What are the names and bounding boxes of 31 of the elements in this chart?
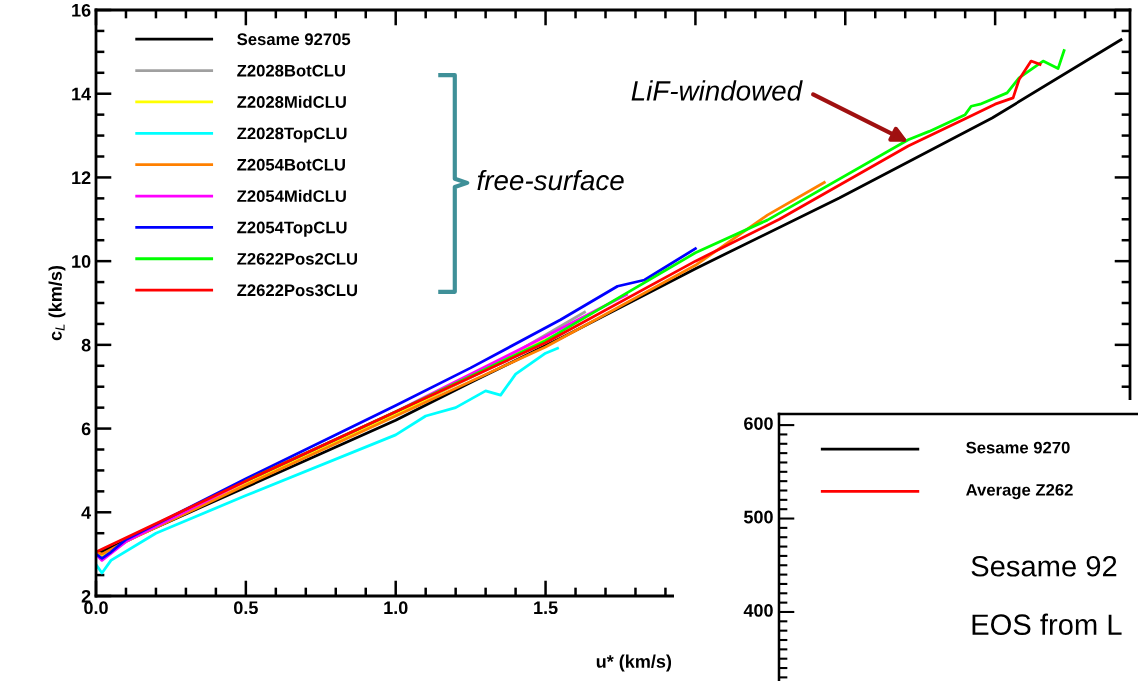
y-tick-label: 8 (81, 338, 91, 352)
text: EOS from L (972, 613, 1122, 635)
annotation: Sesame 92 (971, 555, 1117, 577)
legend-label: Sesame 92705 (237, 33, 351, 46)
legend-label: Z2622Pos2CLU (237, 252, 358, 265)
y-tick-label: 10 (72, 255, 91, 268)
x-tick-label: 0.0 (84, 601, 108, 615)
legend-label: Z2028MidCLU (237, 95, 346, 108)
text: 400 (743, 604, 773, 617)
annotation: 500 (743, 510, 773, 524)
legend-label: Z2054MidCLU (237, 189, 346, 203)
x-tick-label: 1.0 (384, 601, 408, 615)
legend-label: Z2028BotCLU (237, 64, 345, 77)
annotation: free-surface (477, 169, 624, 191)
y-tick-label: 14 (72, 87, 92, 101)
annotation: Average Z262 (966, 483, 1073, 500)
y-axis-title: c$_{L}$ (km/s) (48, 265, 66, 341)
y-tick-label: 12 (72, 171, 91, 184)
x-tick-label: 1.5 (534, 601, 558, 615)
legend-label: Z2028TopCLU (237, 127, 347, 143)
y-tick-label: 4 (81, 506, 92, 519)
legend-label: Z2054BotCLU (237, 158, 345, 171)
y-tick-label: 16 (72, 3, 91, 17)
x-axis-title: u* (km/s) (596, 654, 672, 672)
legend-label: Z2054TopCLU (237, 221, 347, 237)
y-tick-label: 6 (81, 422, 91, 436)
annotation: 600 (744, 417, 773, 430)
annotation: Sesame 9270 (966, 441, 1070, 454)
x-tick-label: 0.5 (234, 601, 258, 615)
legend-label: Z2622Pos3CLU (237, 284, 358, 297)
annotation: LiF-windowed (631, 80, 803, 101)
